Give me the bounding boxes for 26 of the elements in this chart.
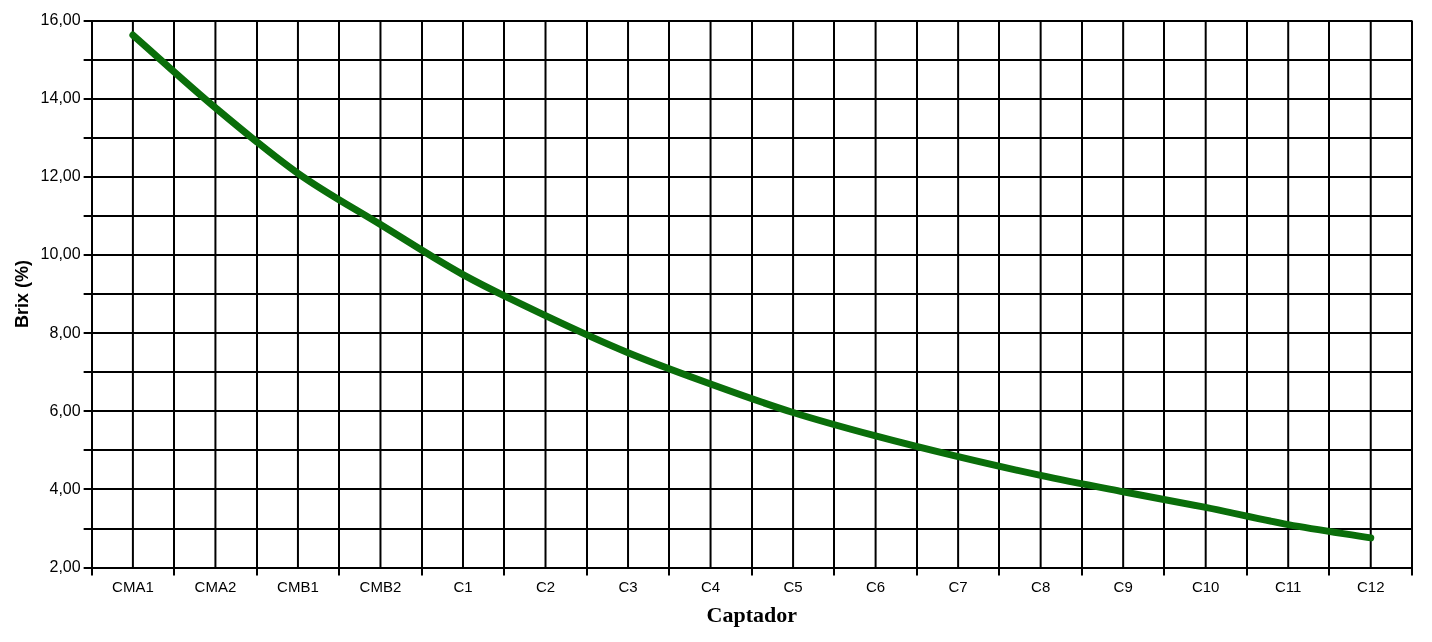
y-tick-label: 10,00	[40, 245, 81, 263]
y-tick-label: 12,00	[40, 167, 81, 185]
x-tick-label: C12	[1356, 577, 1385, 595]
x-tick-label: C8	[1031, 577, 1051, 595]
y-tick-label: 8,00	[49, 323, 81, 341]
x-tick-label: C1	[453, 577, 473, 595]
x-tick-label: CMA2	[194, 577, 237, 595]
x-tick-label: CMB2	[359, 577, 402, 595]
x-axis-title: Captador	[706, 602, 798, 628]
x-tick-label: CMA1	[112, 577, 154, 595]
y-tick-label: 2,00	[49, 558, 81, 576]
x-tick-label: C7	[948, 577, 968, 595]
y-tick-label: 14,00	[40, 89, 81, 107]
x-tick-label: C2	[535, 577, 556, 595]
x-tick-label: C10	[1191, 577, 1220, 595]
y-tick-label: 16,00	[40, 11, 81, 29]
y-tick-label: 4,00	[49, 479, 81, 497]
x-tick-label: CMB1	[277, 577, 319, 595]
x-tick-label: C5	[783, 577, 803, 595]
y-axis-title: Brix (%)	[11, 260, 32, 329]
x-tick-label: C4	[700, 577, 721, 595]
x-tick-label: C6	[866, 577, 886, 595]
y-tick-label: 6,00	[49, 401, 81, 419]
x-tick-label: C9	[1113, 577, 1133, 595]
x-tick-label: C3	[618, 577, 638, 595]
x-tick-label: C11	[1275, 577, 1302, 595]
